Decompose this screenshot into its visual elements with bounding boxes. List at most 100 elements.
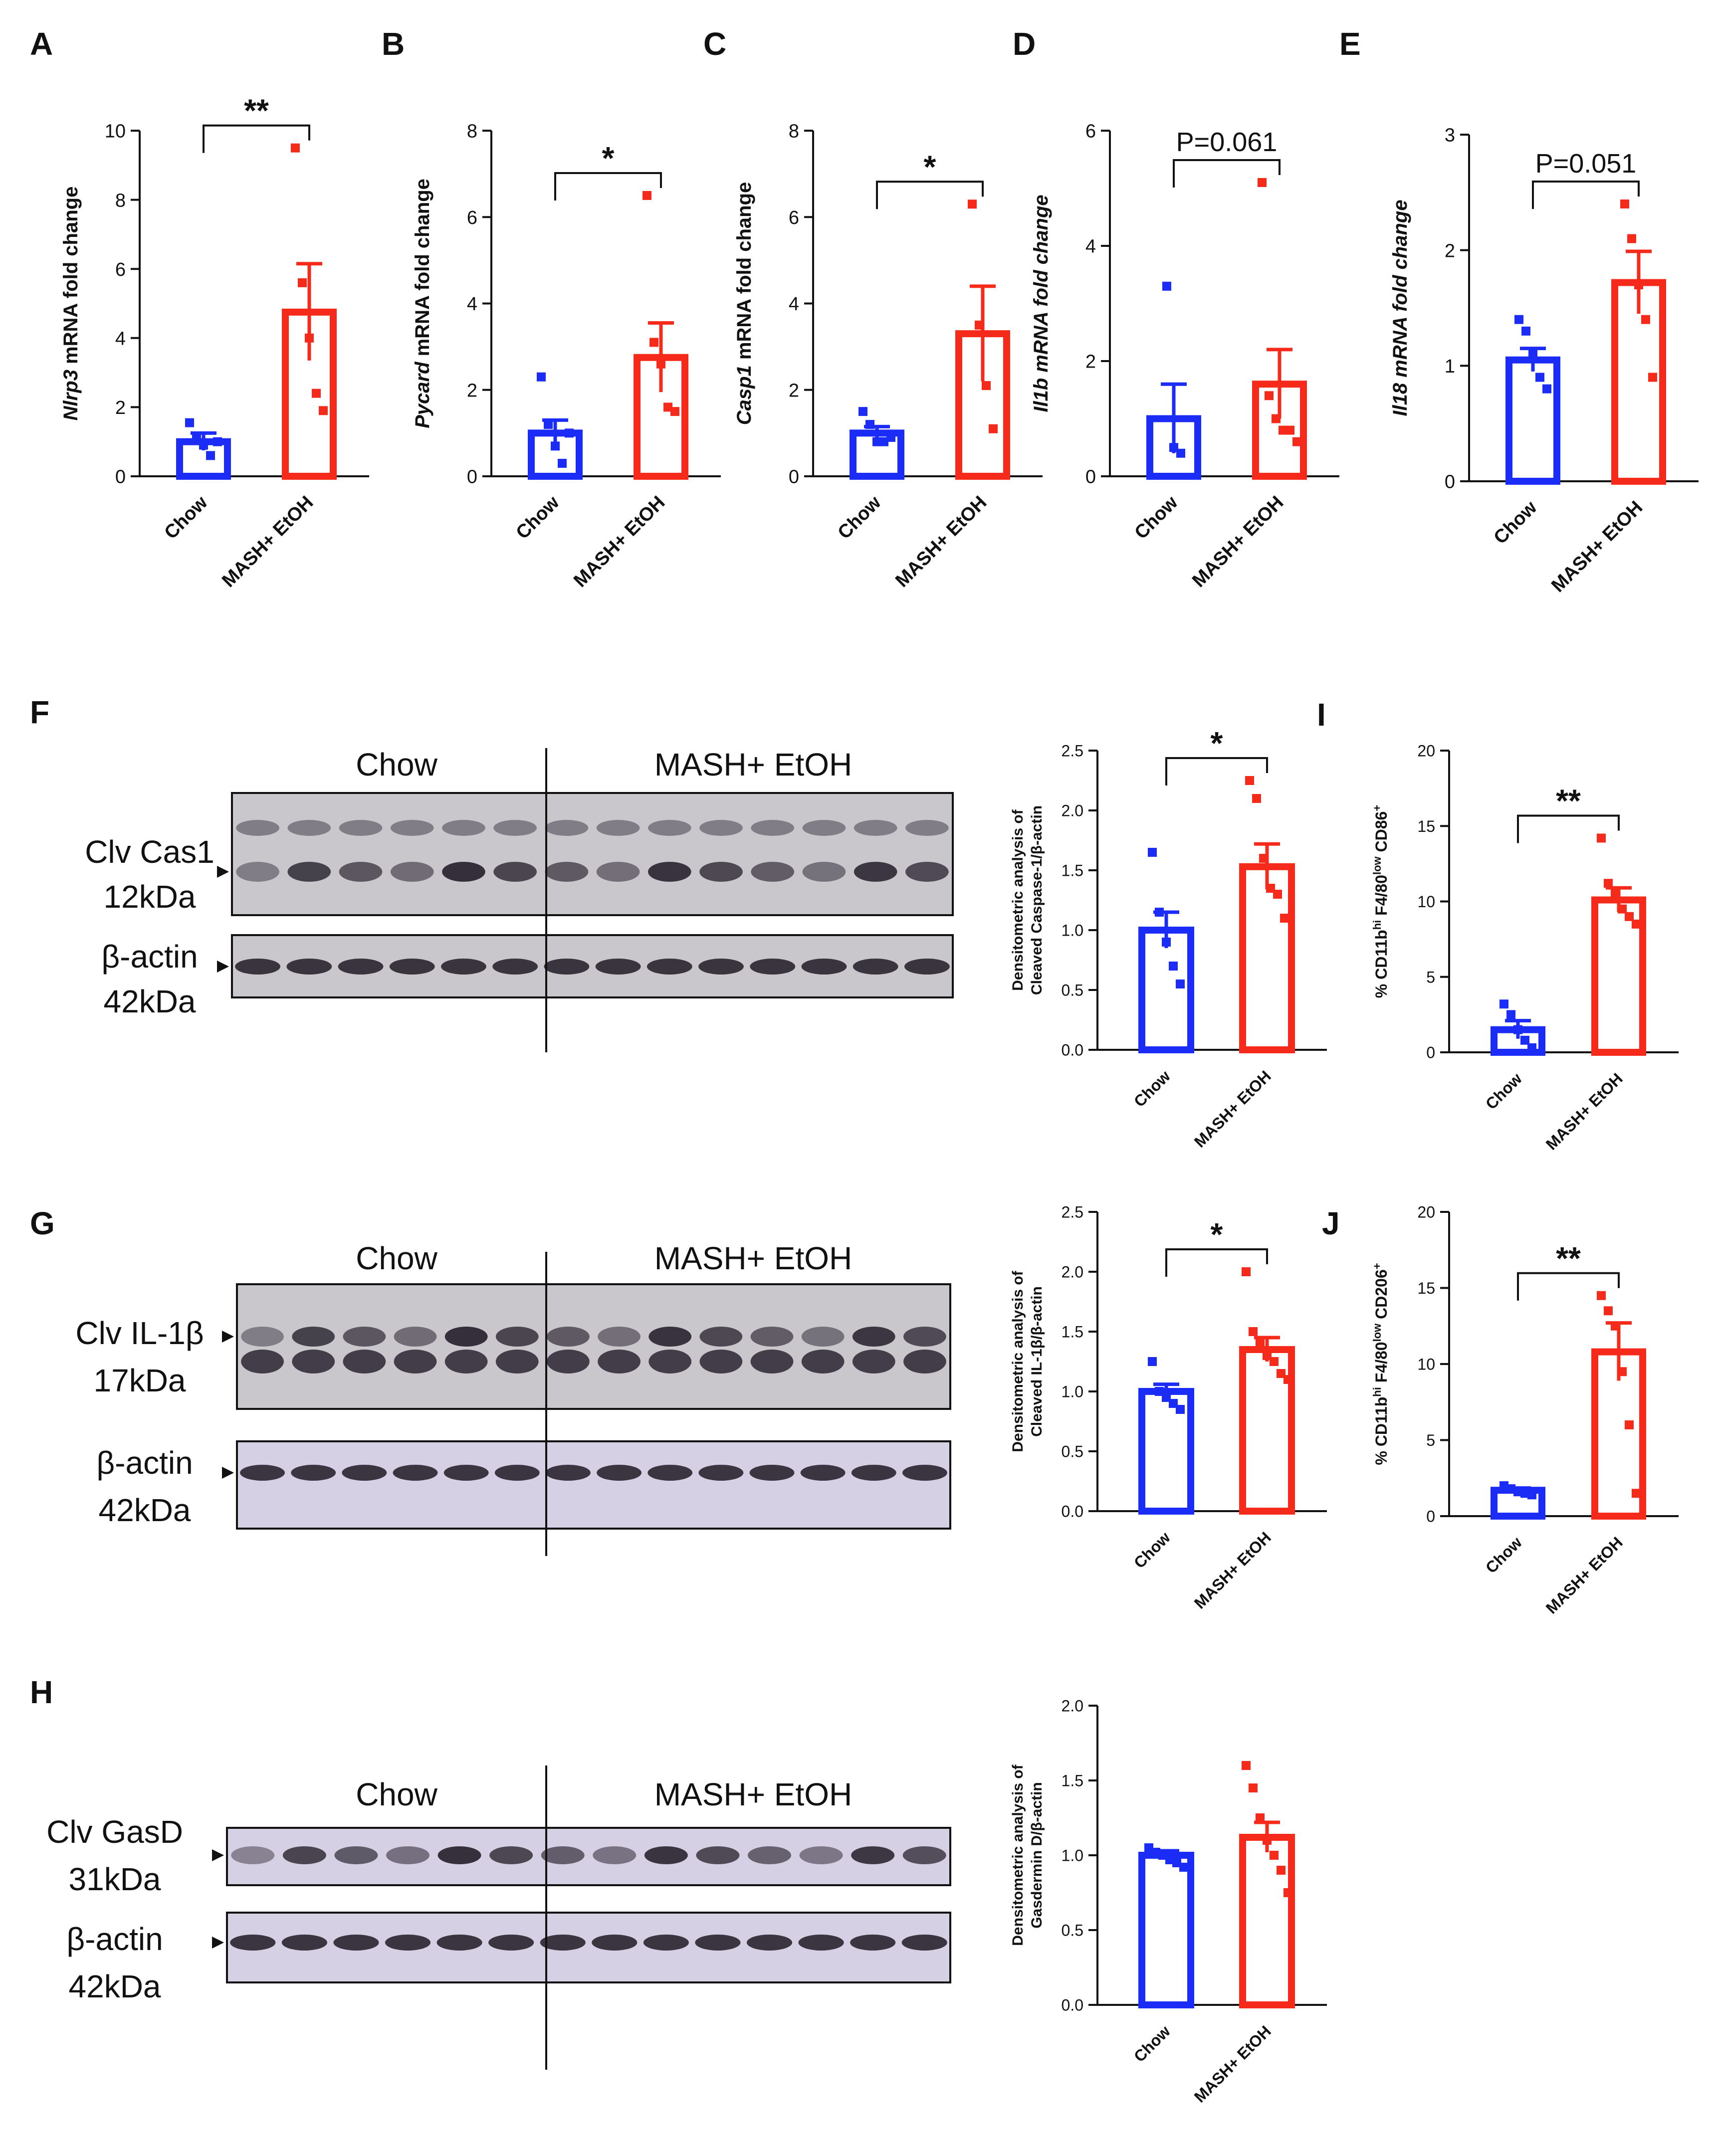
chart-panel-I: I 0 5 10 15 20 % CD11bhi F4/80low CD86+ Chow MAS… — [1317, 697, 1679, 1154]
y-tick-label: 4 — [467, 294, 477, 315]
blot-band — [231, 1846, 275, 1864]
y-tick-label: 0.5 — [1062, 1443, 1083, 1461]
data-point — [1625, 1420, 1634, 1429]
significance-label: P=0.051 — [1535, 149, 1637, 179]
actin-band — [798, 1935, 844, 1951]
actin-band — [597, 1465, 642, 1481]
blot-band — [394, 1327, 437, 1347]
y-tick-label: 20 — [1417, 742, 1435, 760]
blot-band — [903, 1327, 946, 1347]
y-tick-label: 5 — [1426, 1431, 1435, 1449]
blot-band-secondary — [801, 1350, 845, 1373]
panel-letter: B — [382, 26, 405, 62]
bar-mash — [1239, 863, 1295, 1054]
y-axis-label-part: CD86 — [1372, 811, 1390, 857]
data-point — [1277, 1866, 1286, 1875]
significance-bracket — [1517, 1272, 1620, 1301]
actin-band — [281, 1935, 327, 1951]
x-tick-label: MASH+ EtOH — [1191, 1528, 1275, 1612]
data-point — [1245, 776, 1254, 785]
x-tick-label: Chow — [512, 492, 564, 543]
y-tick-label: 0 — [1426, 1508, 1435, 1526]
y-axis-label-line1: Densitometric analysis of — [1010, 1270, 1026, 1452]
significance-bracket — [1517, 814, 1620, 843]
blot-band-secondary — [699, 1350, 743, 1373]
data-point — [1263, 1836, 1272, 1845]
data-point — [291, 143, 300, 153]
chart-panel-C: C 0 2 4 6 8 Casp1 mRNA fold change Chow MASH+ Et… — [703, 26, 1043, 591]
data-point — [1513, 1487, 1522, 1497]
band-arrow — [217, 961, 229, 973]
data-point — [1632, 1489, 1641, 1498]
significance-label: * — [1211, 725, 1223, 761]
blot-band — [292, 1327, 335, 1347]
y-axis-label-rest: mRNA fold change — [412, 179, 433, 362]
data-point — [1286, 425, 1294, 435]
data-point — [872, 437, 881, 446]
data-point — [1520, 1489, 1529, 1498]
y-axis-label-line1: Densitometric analysis of — [1010, 1764, 1026, 1946]
blot-band — [801, 1327, 845, 1347]
y-tick-label: 2 — [467, 380, 477, 401]
blot-band — [748, 1846, 791, 1864]
data-point — [1162, 1393, 1171, 1402]
actin-band — [904, 959, 950, 975]
data-point — [1249, 1327, 1258, 1336]
blot-band — [390, 862, 434, 882]
data-point — [544, 420, 553, 429]
data-point — [1542, 384, 1551, 393]
y-axis-label-part: low — [1371, 1323, 1383, 1342]
blot-band-secondary — [596, 820, 640, 836]
y-axis-label-rest: mRNA fold change — [60, 187, 82, 370]
significance-bracket — [876, 181, 984, 209]
data-point — [975, 320, 984, 330]
panel-letter: I — [1317, 697, 1326, 733]
y-axis-label: Nlrp3 mRNA fold change — [60, 187, 82, 421]
data-point — [1249, 1783, 1258, 1792]
y-tick-label: 1.5 — [1062, 1323, 1083, 1341]
y-tick-label: 10 — [1417, 893, 1435, 911]
y-axis-label-part: hi — [1371, 1387, 1383, 1397]
y-tick-label: 2 — [115, 397, 126, 418]
actin-band — [488, 1935, 534, 1951]
data-point — [185, 418, 194, 427]
actin-band — [338, 959, 384, 975]
y-axis-label-part: F4/80 — [1372, 1342, 1390, 1387]
band-arrow — [212, 1937, 224, 1949]
y-tick-label: 8 — [789, 121, 799, 142]
data-point — [982, 381, 991, 391]
data-point — [1155, 908, 1164, 917]
blot-band-secondary — [852, 1350, 895, 1373]
blot-band — [644, 1846, 688, 1864]
blot-label-actin: β-actin — [96, 1445, 193, 1481]
blot-band — [339, 862, 383, 882]
data-point — [1527, 1043, 1536, 1052]
significance-label: ** — [1556, 783, 1581, 818]
y-axis-label-part: % CD11b — [1372, 1397, 1390, 1465]
group-label-mash: MASH+ EtOH — [654, 1776, 853, 1812]
y-tick-label: 0.5 — [1062, 981, 1083, 999]
data-point — [1604, 1306, 1613, 1316]
y-tick-label: 2 — [1085, 352, 1096, 373]
data-point — [206, 451, 215, 460]
y-tick-label: 1.5 — [1062, 862, 1083, 880]
blots-layer: F Chow MASH+ EtOH Clv Cas1 12kDa β-actin 42kDa… — [30, 694, 954, 2070]
actin-band — [240, 1465, 285, 1481]
x-tick-label: Chow — [1490, 497, 1541, 548]
x-tick-label: Chow — [1482, 1533, 1525, 1576]
data-point — [1270, 1357, 1279, 1366]
data-point — [1169, 443, 1178, 452]
data-point — [1176, 1405, 1185, 1414]
y-axis-label-gene: Il18 mRNA fold change — [1389, 199, 1411, 416]
y-axis-label-line1: Densitometric analysis of — [1010, 809, 1026, 990]
blot-band — [799, 1846, 843, 1864]
y-axis-label: % CD11bhi F4/80low CD86+ — [1371, 805, 1391, 998]
blot-band-secondary — [699, 820, 743, 836]
data-point — [1148, 848, 1157, 857]
blot-band — [489, 1846, 533, 1864]
data-point — [1604, 879, 1613, 888]
blot-band-secondary — [343, 1350, 386, 1373]
y-tick-label: 6 — [467, 207, 477, 228]
data-point — [1611, 1321, 1620, 1331]
blot-membrane-actin — [226, 1912, 951, 1983]
